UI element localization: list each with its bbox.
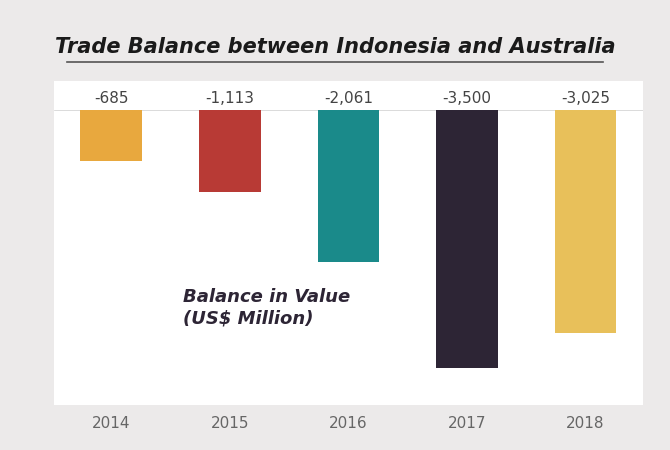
Text: -1,113: -1,113	[205, 91, 255, 106]
Text: Balance in Value
(US$ Million): Balance in Value (US$ Million)	[184, 288, 350, 327]
Text: -3,025: -3,025	[561, 91, 610, 106]
Text: Trade Balance between Indonesia and Australia: Trade Balance between Indonesia and Aust…	[55, 37, 615, 57]
Bar	[436, 110, 498, 368]
Text: -2,061: -2,061	[324, 91, 373, 106]
Bar	[555, 110, 616, 333]
Bar	[80, 110, 142, 161]
Bar	[199, 110, 261, 193]
Bar	[318, 110, 379, 262]
Text: -685: -685	[94, 91, 129, 106]
Text: -3,500: -3,500	[442, 91, 492, 106]
